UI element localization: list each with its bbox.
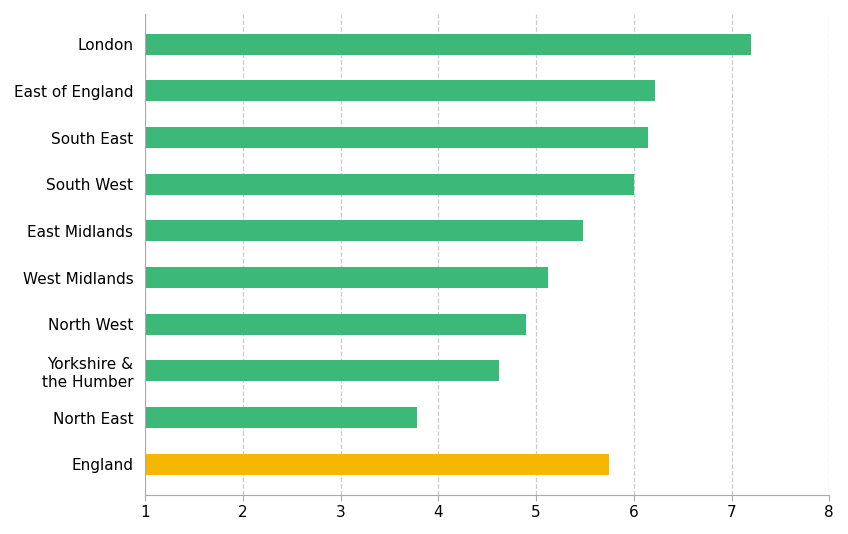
Bar <box>145 360 499 381</box>
Bar <box>145 314 527 335</box>
Bar <box>145 127 649 148</box>
Bar <box>145 407 417 428</box>
Bar <box>145 221 583 241</box>
Bar <box>145 454 610 475</box>
Bar <box>145 174 633 195</box>
Bar <box>145 81 656 101</box>
Bar <box>145 34 751 54</box>
Bar <box>145 267 548 288</box>
